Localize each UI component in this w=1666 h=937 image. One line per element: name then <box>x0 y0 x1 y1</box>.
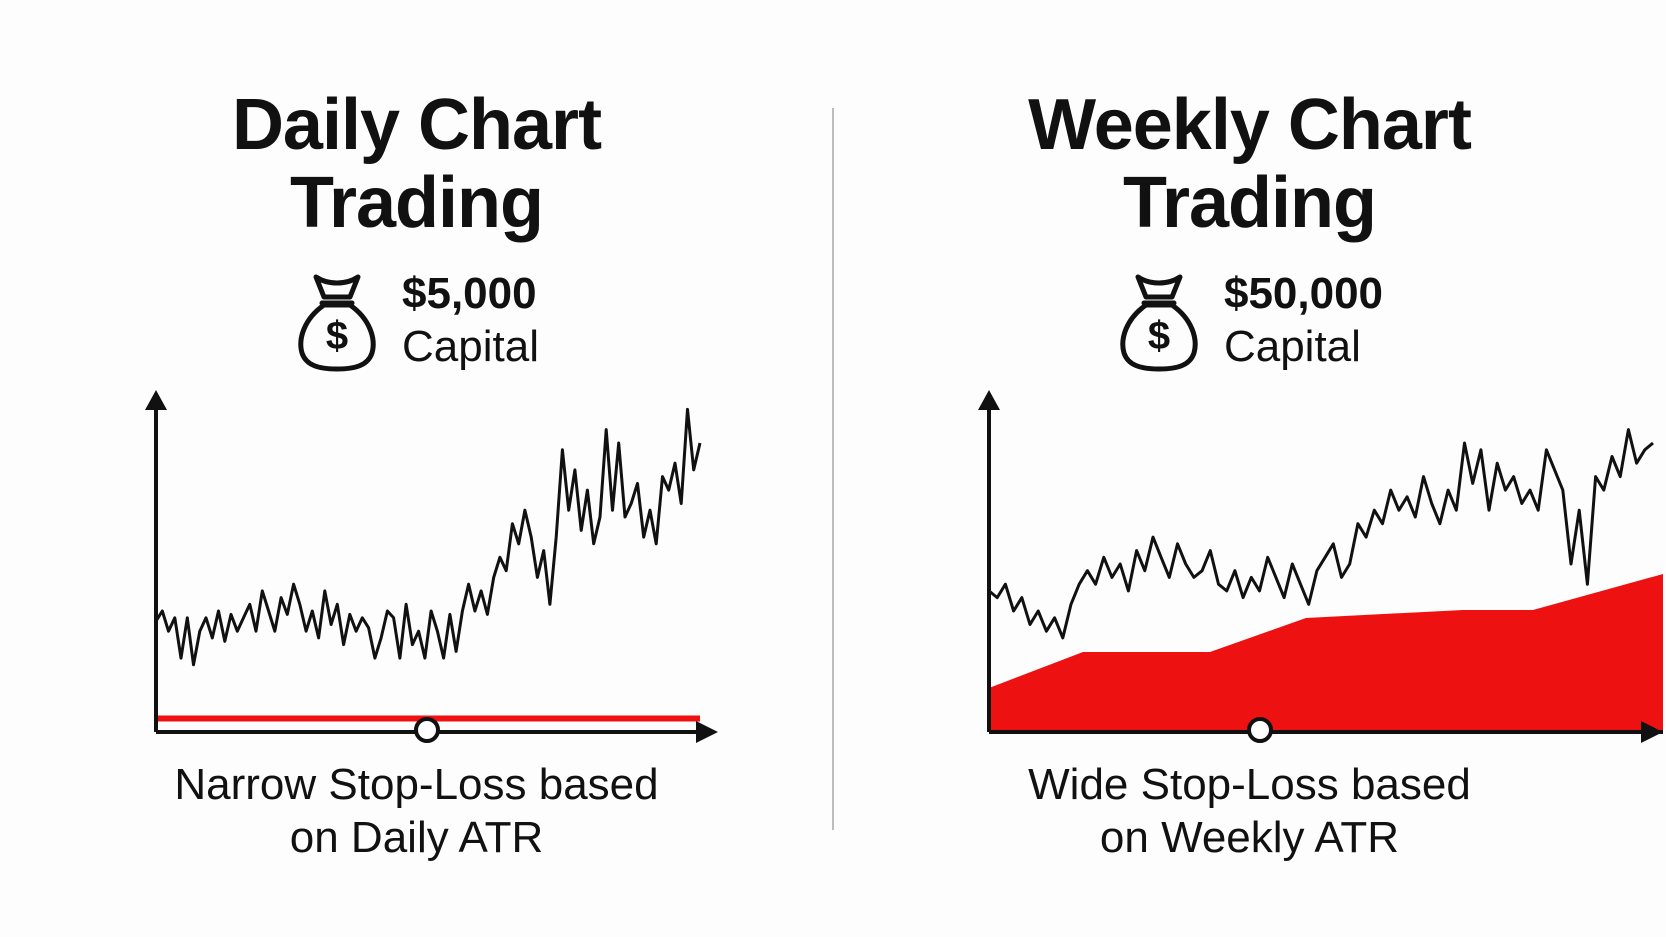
panel-caption: Narrow Stop-Loss based on Daily ATR <box>174 760 659 862</box>
y-axis-arrow <box>978 390 1000 410</box>
entry-marker <box>414 717 440 743</box>
x-axis-arrow <box>1641 721 1663 743</box>
daily-panel: Daily Chart Trading $ $5,000 Capital Nar… <box>0 85 833 862</box>
svg-text:$: $ <box>1148 314 1170 358</box>
capital-label: Capital <box>1223 322 1361 371</box>
capital-amount: $50,000 <box>1223 269 1384 318</box>
panel-title: Weekly Chart Trading <box>1028 85 1472 243</box>
x-axis-arrow <box>696 721 718 743</box>
money-bag-icon: $ <box>298 274 376 372</box>
panel-caption: Wide Stop-Loss based on Weekly ATR <box>1028 760 1471 862</box>
daily-chart <box>145 390 718 743</box>
money-bag-icon: $ <box>1120 274 1198 372</box>
weekly-panel: Weekly Chart Trading $ $50,000 Capital W… <box>833 0 1666 937</box>
y-axis-arrow <box>145 390 167 410</box>
stop-loss-band <box>989 574 1663 732</box>
panel-divider <box>832 108 834 830</box>
capital-block: $ $50,000 Capital <box>833 268 1666 374</box>
capital-block: $ $5,000 Capital <box>0 268 833 374</box>
capital-amount: $5,000 <box>402 269 537 318</box>
entry-marker <box>1247 717 1273 743</box>
capital-label: Capital <box>402 322 539 371</box>
price-line <box>154 407 702 667</box>
panel-title: Daily Chart Trading <box>231 85 602 243</box>
weekly-chart <box>978 390 1663 743</box>
price-line <box>988 428 1654 640</box>
svg-text:$: $ <box>326 314 348 358</box>
